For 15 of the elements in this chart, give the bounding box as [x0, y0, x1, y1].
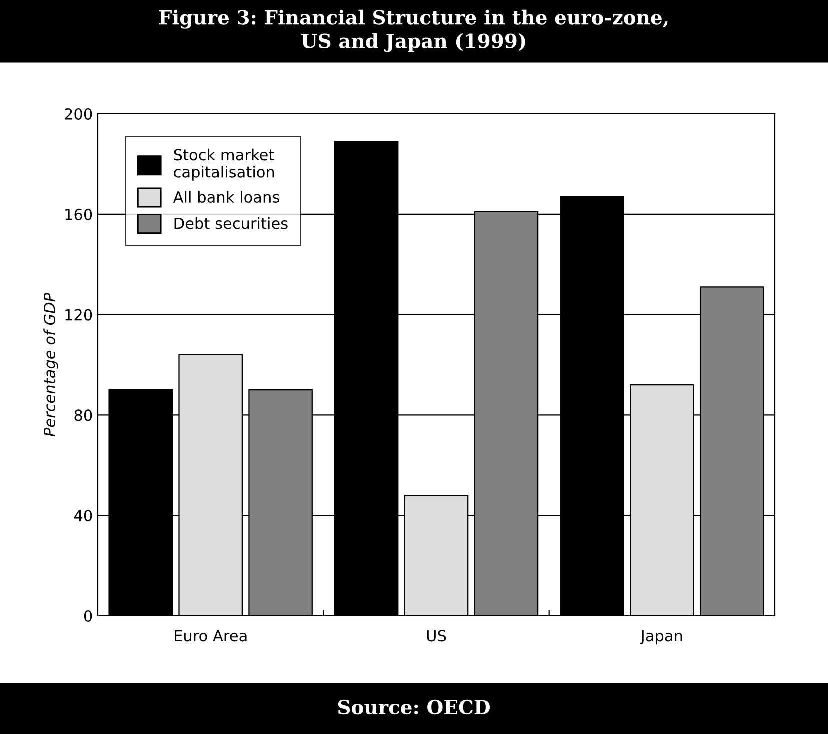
x-tick-label: Japan: [640, 630, 682, 645]
y-tick-label: 0: [84, 610, 92, 622]
legend-label: Debt securities: [174, 217, 288, 230]
x-tick-label: Euro Area: [175, 630, 247, 642]
y-tick-label: 200: [65, 108, 92, 120]
legend-label: All bank loans: [173, 191, 280, 204]
y-tick-label: 80: [74, 410, 92, 422]
chart-title: Figure 3: Financial Structure in the euro-zone, US and Japan (1999): [159, 10, 668, 52]
legend-label: Stock market capitalisation: [174, 148, 274, 181]
y-tick-label: 160: [66, 208, 92, 220]
x-tick-label: US: [427, 630, 446, 642]
source-note: Source: OECD: [338, 700, 490, 715]
y-tick-label: 40: [74, 510, 92, 522]
y-tick-label: 120: [66, 309, 92, 321]
y-axis-title: Percentage of GDP: [44, 292, 58, 437]
